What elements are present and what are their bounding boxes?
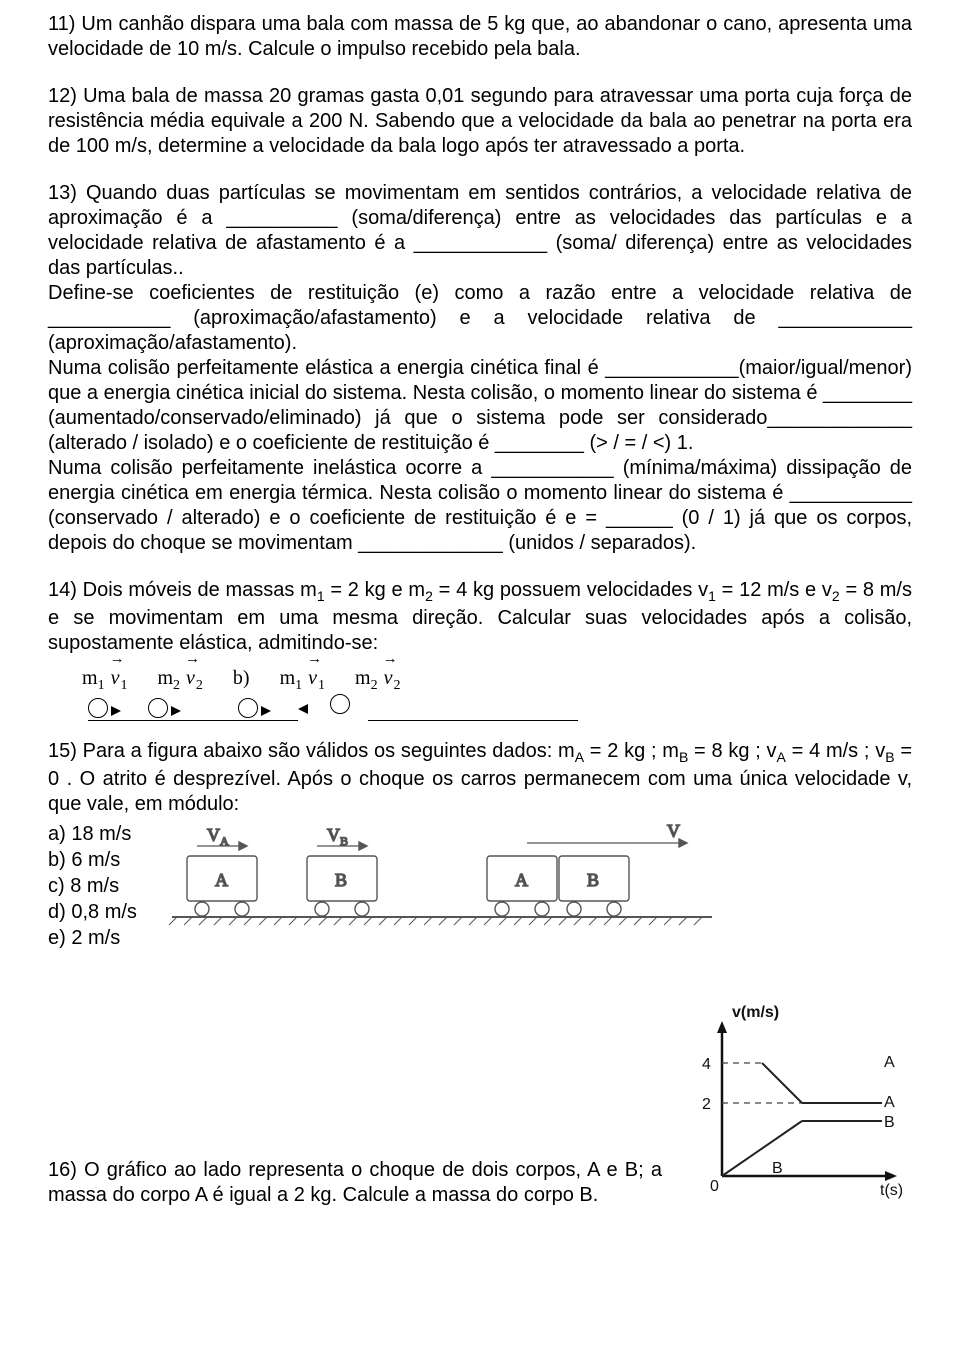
velocity-chart: v(m/s) 4 2 0 <box>682 1001 912 1208</box>
label-VB: VB <box>327 825 348 848</box>
particle-2-a <box>148 698 168 718</box>
diagram-group-b <box>238 694 350 721</box>
question-16: 16) O gráfico ao lado representa o choqu… <box>48 1001 912 1208</box>
lbl-v1-r: v <box>307 666 318 691</box>
label-B: B <box>335 870 347 890</box>
lbl-v2-r: v <box>383 666 394 691</box>
carts-svg: VA A VB B V A <box>167 821 727 941</box>
q14-sub-v2: 2 <box>832 588 840 604</box>
lbl-vs2: 2 <box>196 678 203 693</box>
carts-diagram: VA A VB B V A <box>167 821 912 948</box>
lbl-m: m <box>82 667 98 689</box>
q14-sub-v1: 1 <box>708 588 716 604</box>
chart-xlabel: t(s) <box>880 1182 903 1199</box>
question-11: 11) Um canhão dispara uma bala com massa… <box>48 12 912 62</box>
chart-A-top: A <box>884 1054 895 1071</box>
label-A: A <box>215 870 228 890</box>
q15-subB1: B <box>679 749 688 765</box>
diagram-group-a <box>88 698 168 718</box>
q15-opt-d: d) 0,8 m/s <box>48 899 137 925</box>
particle-2-b <box>330 694 350 714</box>
q15-d: = 4 m/s ; v <box>786 740 885 762</box>
q13-para-4: Numa colisão perfeitamente inelástica oc… <box>48 457 912 554</box>
lbl-v2: v <box>185 666 196 691</box>
label-VA: VA <box>207 825 229 848</box>
chart-A: A <box>884 1094 895 1111</box>
q15-opt-e: e) 2 m/s <box>48 925 137 951</box>
q15-subA1: A <box>575 749 584 765</box>
lbl-m2-r: m <box>355 667 371 689</box>
diagram-labels: m1 v1 m2 v2 b) m1 v1 m2 v2 <box>48 666 912 695</box>
q15-subB2: B <box>885 749 894 765</box>
q14-sub-m1: 1 <box>317 588 325 604</box>
q14-text-d: = 12 m/s e v <box>716 579 832 601</box>
diagram-circles-row <box>48 694 912 721</box>
lbl-s2-r: 2 <box>371 678 378 693</box>
q15-b: = 2 kg ; m <box>584 740 679 762</box>
q15-opt-a: a) 18 m/s <box>48 821 137 847</box>
q14-text-b: = 2 kg e m <box>325 579 425 601</box>
q13-para-3: Numa colisão perfeitamente elástica a en… <box>48 357 912 454</box>
question-13: 13) Quando duas partículas se movimentam… <box>48 181 912 556</box>
lbl-s1: 1 <box>98 678 105 693</box>
question-15-text: 15) Para a figura abaixo são válidos os … <box>48 739 912 817</box>
physics-worksheet-page: 11) Um canhão dispara uma bala com massa… <box>0 0 960 1232</box>
lbl-m2: m <box>157 667 173 689</box>
label-A2: A <box>515 870 528 890</box>
baseline-b <box>368 719 578 721</box>
lbl-s1-r: 1 <box>295 678 302 693</box>
particle-1-a <box>88 698 108 718</box>
label-V: V <box>667 821 680 841</box>
lbl-s2: 2 <box>173 678 180 693</box>
velocity-chart-svg: v(m/s) 4 2 0 <box>682 1001 912 1201</box>
question-14-diagram: m1 v1 m2 v2 b) m1 v1 m2 v2 <box>48 666 912 722</box>
lbl-vs2-r: 2 <box>393 678 400 693</box>
q15-subA2: A <box>777 749 786 765</box>
lbl-v1: v <box>110 666 121 691</box>
chart-B-bottom: B <box>772 1160 783 1177</box>
particle-2-arrow-l <box>298 694 350 721</box>
particle-1-b <box>238 698 258 718</box>
q15-opt-c: c) 8 m/s <box>48 873 137 899</box>
q15-opt-b: b) 6 m/s <box>48 847 137 873</box>
tick-4: 4 <box>702 1056 711 1073</box>
q13-para-2: Define-se coeficientes de restituição (e… <box>48 282 912 354</box>
q15-a: 15) Para a figura abaixo são válidos os … <box>48 740 575 762</box>
question-16-text: 16) O gráfico ao lado representa o choqu… <box>48 1158 662 1208</box>
label-B2: B <box>587 870 599 890</box>
tick-0: 0 <box>710 1178 719 1195</box>
lbl-b: b) <box>233 666 250 695</box>
q13-para-1: 13) Quando duas partículas se movimentam… <box>48 182 912 279</box>
baseline-a <box>88 719 298 721</box>
question-12: 12) Uma bala de massa 20 gramas gasta 0,… <box>48 84 912 159</box>
chart-ylabel: v(m/s) <box>732 1004 779 1021</box>
q14-sub-m2: 2 <box>425 588 433 604</box>
q14-text-a: 14) Dois móveis de massas m <box>48 579 317 601</box>
lbl-m-r: m <box>280 667 296 689</box>
question-15-body: a) 18 m/s b) 6 m/s c) 8 m/s d) 0,8 m/s e… <box>48 821 912 951</box>
tick-2: 2 <box>702 1096 711 1113</box>
lbl-vs1-r: 1 <box>318 678 325 693</box>
chart-B: B <box>884 1114 895 1131</box>
question-14-text: 14) Dois móveis de massas m1 = 2 kg e m2… <box>48 578 912 656</box>
question-15-options: a) 18 m/s b) 6 m/s c) 8 m/s d) 0,8 m/s e… <box>48 821 137 951</box>
lbl-vs1: 1 <box>120 678 127 693</box>
q15-c: = 8 kg ; v <box>688 740 776 762</box>
q14-text-c: = 4 kg possuem velocidades v <box>433 579 708 601</box>
